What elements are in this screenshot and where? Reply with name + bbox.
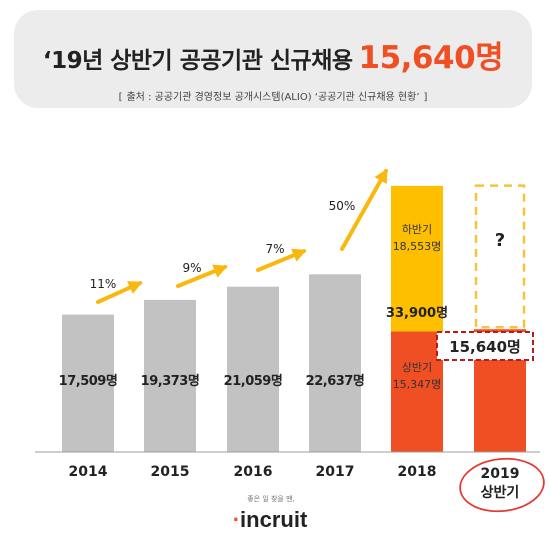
- x-tick-2019-half: 상반기: [481, 484, 520, 501]
- source-note: [출처 : 공공기관 경영정보 공개시스템(ALIO) ‘공공기관 신규채용 현…: [14, 88, 532, 103]
- growth-arrow-4: [340, 169, 388, 251]
- value-label-2019: 15,640명: [449, 338, 521, 356]
- stack-label-2018-first-value: 15,347명: [393, 378, 442, 391]
- value-label-2014: 17,509명: [59, 373, 118, 389]
- growth-arrowhead-4: [374, 168, 388, 185]
- source-text: 출처 : 공공기관 경영정보 공개시스템(ALIO) ‘공공기관 신규채용 현황…: [126, 92, 420, 103]
- x-tick-2014: 2014: [69, 464, 108, 480]
- logo-name: incruit: [240, 507, 308, 532]
- bar-2018-second-half: [391, 185, 443, 332]
- value-label-2019-box: [436, 331, 534, 361]
- logo-dot-icon: ·: [232, 507, 241, 532]
- value-label-2016: 21,059명: [224, 373, 283, 389]
- source-bracket-open: [: [118, 92, 123, 103]
- x-tick-2016: 2016: [234, 464, 273, 480]
- bar-2017: [309, 274, 361, 452]
- value-label-2018-total: 33,900명: [386, 305, 448, 321]
- source-bracket-close: ]: [423, 92, 428, 103]
- incruit-logo: ·incruit: [210, 507, 330, 533]
- x-tick-2018: 2018: [398, 464, 437, 480]
- stack-label-2018-first-name: 상반기: [402, 361, 432, 374]
- bar-2015: [144, 299, 196, 452]
- title-main: ‘19년 상반기 공공기관 신규채용: [42, 48, 353, 74]
- growth-label-4: 50%: [329, 199, 356, 213]
- value-label-2017: 22,637명: [306, 373, 365, 389]
- growth-arrowhead-1: [127, 281, 143, 294]
- growth-arrowhead-3: [291, 248, 307, 262]
- header-panel: ‘19년 상반기 공공기관 신규채용 15,640명 [출처 : 공공기관 경영정…: [14, 10, 532, 108]
- bar-2018-first-half: [391, 331, 443, 452]
- growth-label-1: 11%: [90, 277, 117, 291]
- bar-2019-second-half-unknown: [474, 184, 526, 329]
- unknown-label: ?: [495, 230, 505, 251]
- growth-label-3: 7%: [265, 242, 284, 256]
- x-tick-2019-year: 2019: [481, 466, 520, 482]
- title-highlight: 15,640명: [358, 40, 504, 76]
- bar-2014: [62, 314, 114, 452]
- circle-highlight-2019: [459, 457, 545, 513]
- x-tick-2015: 2015: [151, 464, 190, 480]
- growth-label-2: 9%: [182, 261, 201, 275]
- value-label-2015: 19,373명: [141, 373, 200, 389]
- stack-label-2018-second-value: 18,553명: [393, 240, 442, 253]
- page-title: ‘19년 상반기 공공기관 신규채용 15,640명: [14, 32, 532, 77]
- logo-tagline: 좋은 일 찾을 땐,: [247, 495, 295, 503]
- bar-2016: [227, 286, 279, 452]
- x-tick-2017: 2017: [316, 464, 355, 480]
- stack-label-2018-second-name: 하반기: [402, 222, 432, 236]
- growth-arrowhead-2: [212, 264, 228, 278]
